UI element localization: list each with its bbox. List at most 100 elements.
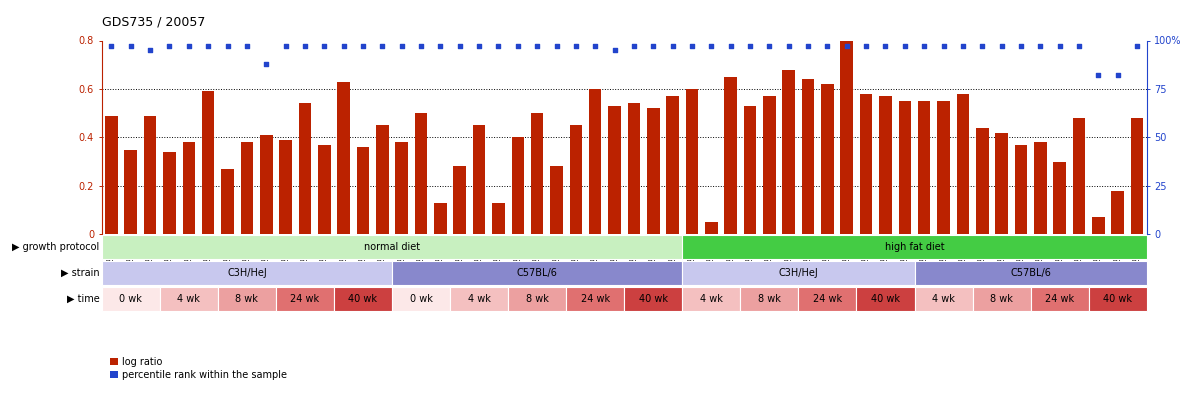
Text: 40 wk: 40 wk <box>639 294 668 304</box>
Bar <box>414 113 427 234</box>
Bar <box>279 140 292 234</box>
Text: ▶ time: ▶ time <box>67 294 99 304</box>
Text: 40 wk: 40 wk <box>871 294 900 304</box>
Text: 0 wk: 0 wk <box>120 294 142 304</box>
Bar <box>159 287 218 311</box>
Text: 40 wk: 40 wk <box>1104 294 1132 304</box>
Point <box>721 43 740 49</box>
Bar <box>182 142 195 234</box>
Bar <box>899 101 911 234</box>
Bar <box>338 82 350 234</box>
Bar <box>915 261 1147 285</box>
Point <box>644 43 663 49</box>
Bar <box>1015 145 1027 234</box>
Bar <box>956 94 970 234</box>
Text: C57BL/6: C57BL/6 <box>1010 268 1051 278</box>
Point <box>857 43 876 49</box>
Bar <box>840 40 853 234</box>
Bar <box>551 166 563 234</box>
Point <box>701 43 721 49</box>
Point <box>566 43 585 49</box>
Bar <box>395 142 408 234</box>
Text: C57BL/6: C57BL/6 <box>517 268 558 278</box>
Text: GDS735 / 20057: GDS735 / 20057 <box>102 15 205 28</box>
Bar <box>376 125 389 234</box>
Point <box>1031 43 1050 49</box>
Point <box>798 43 818 49</box>
Point <box>412 43 431 49</box>
Bar <box>124 149 138 234</box>
Point <box>895 43 915 49</box>
Point <box>585 43 604 49</box>
Point <box>625 43 644 49</box>
Text: 4 wk: 4 wk <box>468 294 491 304</box>
Bar <box>667 96 679 234</box>
Point <box>837 43 856 49</box>
Point <box>528 43 547 49</box>
Text: 4 wk: 4 wk <box>700 294 723 304</box>
Point <box>102 43 121 49</box>
Bar <box>1053 162 1067 234</box>
Bar <box>511 137 524 234</box>
Bar <box>798 287 856 311</box>
Point <box>915 43 934 49</box>
Legend: log ratio, percentile rank within the sample: log ratio, percentile rank within the sa… <box>107 353 291 384</box>
Bar <box>508 287 566 311</box>
Bar <box>163 152 176 234</box>
Point <box>818 43 837 49</box>
Text: 4 wk: 4 wk <box>932 294 955 304</box>
Bar <box>1092 217 1105 234</box>
Point <box>315 43 334 49</box>
Point <box>1128 43 1147 49</box>
Bar <box>682 235 1147 259</box>
Bar <box>566 287 624 311</box>
Text: 24 wk: 24 wk <box>1045 294 1074 304</box>
Bar <box>334 287 391 311</box>
Point <box>953 43 972 49</box>
Bar <box>530 113 543 234</box>
Bar <box>1034 142 1046 234</box>
Text: 24 wk: 24 wk <box>291 294 320 304</box>
Text: 4 wk: 4 wk <box>177 294 200 304</box>
Point <box>1108 72 1128 79</box>
Point <box>992 43 1011 49</box>
Bar <box>260 135 273 234</box>
Bar <box>454 166 466 234</box>
Point <box>180 43 199 49</box>
Text: 0 wk: 0 wk <box>409 294 432 304</box>
Bar <box>705 222 718 234</box>
Bar <box>608 106 621 234</box>
Text: high fat diet: high fat diet <box>885 242 944 252</box>
Bar <box>492 203 505 234</box>
Point <box>509 43 528 49</box>
Text: 40 wk: 40 wk <box>348 294 377 304</box>
Point <box>779 43 798 49</box>
Bar <box>221 169 233 234</box>
Point <box>741 43 760 49</box>
Point <box>469 43 488 49</box>
Point <box>934 43 953 49</box>
Bar <box>102 235 682 259</box>
Bar <box>915 287 972 311</box>
Bar <box>241 142 254 234</box>
Point <box>121 43 140 49</box>
Point <box>334 43 353 49</box>
Point <box>547 43 566 49</box>
Bar <box>859 94 873 234</box>
Bar <box>1073 118 1086 234</box>
Bar <box>102 287 159 311</box>
Text: C3H/HeJ: C3H/HeJ <box>778 268 819 278</box>
Bar <box>856 287 915 311</box>
Bar <box>357 147 370 234</box>
Bar <box>624 287 682 311</box>
Bar <box>627 104 640 234</box>
Point <box>604 47 624 53</box>
Point <box>1050 43 1069 49</box>
Point <box>199 43 218 49</box>
Point <box>353 43 372 49</box>
Text: 8 wk: 8 wk <box>990 294 1013 304</box>
Point <box>682 43 701 49</box>
Point <box>296 43 315 49</box>
Bar <box>473 125 486 234</box>
Point <box>1011 43 1031 49</box>
